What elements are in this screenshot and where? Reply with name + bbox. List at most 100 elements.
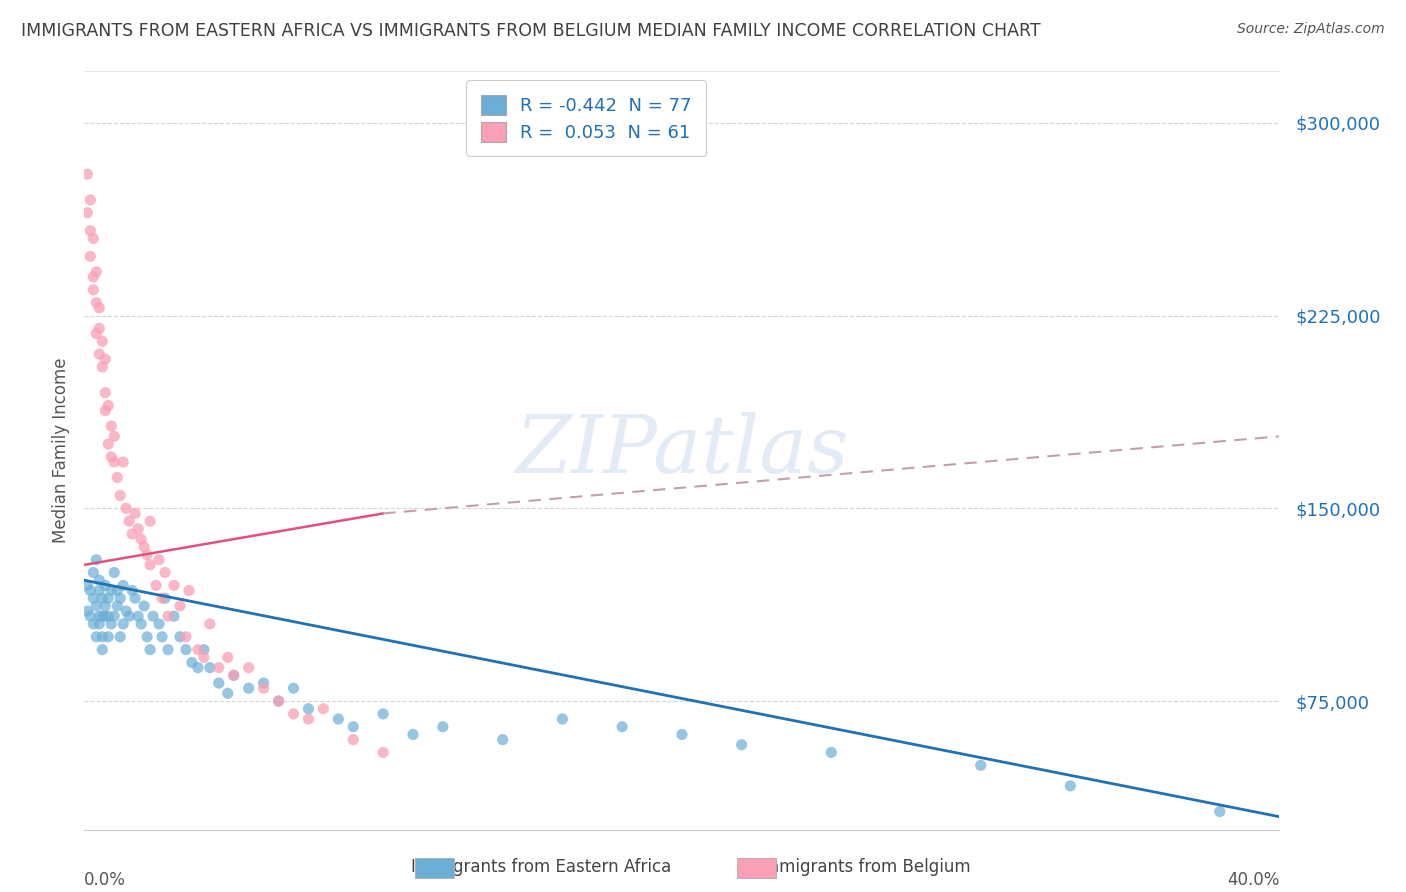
Point [169,630,191,644]
Point [193,650,215,665]
Point [76,167,98,181]
Point [100,419,122,434]
Point [373,746,395,760]
Point [91,334,114,349]
Point [89,609,111,624]
Point [136,630,159,644]
Point [198,660,221,674]
Point [1059,779,1081,793]
Point [1209,805,1232,819]
Point [97,609,120,624]
Point [253,676,276,690]
Point [94,578,117,592]
Point [79,193,101,207]
Point [312,702,335,716]
Point [82,591,104,606]
Point [76,205,98,219]
Point [217,650,239,665]
Point [118,514,141,528]
Point [97,630,120,644]
Point [94,609,117,624]
Point [112,578,135,592]
Point [97,399,120,413]
Point [86,326,108,341]
Point [82,566,104,580]
Point [132,540,156,554]
Point [127,609,149,624]
Point [91,609,114,624]
Point [174,642,197,657]
Point [91,630,114,644]
Point [100,583,122,598]
Point [139,558,162,572]
Point [671,727,693,741]
Point [94,403,117,417]
Point [86,265,108,279]
Point [91,642,114,657]
Text: 0.0%: 0.0% [84,871,127,889]
Point [139,642,162,657]
Point [110,488,132,502]
Point [177,583,200,598]
Text: IMMIGRANTS FROM EASTERN AFRICA VS IMMIGRANTS FROM BELGIUM MEDIAN FAMILY INCOME C: IMMIGRANTS FROM EASTERN AFRICA VS IMMIGR… [21,22,1040,40]
Point [342,732,364,747]
Point [86,630,108,644]
Point [103,566,125,580]
Point [129,532,152,546]
Point [731,738,754,752]
Point [86,295,108,310]
Point [94,599,117,613]
Point [492,732,515,747]
Point [267,694,290,708]
Point [132,599,156,613]
Point [297,702,319,716]
Point [103,455,125,469]
Point [91,591,114,606]
Text: Source: ZipAtlas.com: Source: ZipAtlas.com [1237,22,1385,37]
Point [198,616,221,631]
Text: Immigrants from Belgium: Immigrants from Belgium [758,858,972,876]
Point [105,599,128,613]
Point [373,706,395,721]
Point [187,660,209,674]
Point [124,591,146,606]
Point [169,599,191,613]
Point [157,609,180,624]
Text: Immigrants from Eastern Africa: Immigrants from Eastern Africa [411,858,672,876]
Point [86,552,108,566]
Point [153,591,176,606]
Point [118,609,141,624]
Point [82,616,104,631]
Point [432,720,454,734]
Point [142,609,165,624]
Text: 40.0%: 40.0% [1227,871,1279,889]
Point [222,668,245,682]
Point [82,231,104,245]
Point [79,224,101,238]
Point [79,609,101,624]
Point [150,630,173,644]
Point [112,455,135,469]
Legend: R = -0.442  N = 77, R =  0.053  N = 61: R = -0.442 N = 77, R = 0.053 N = 61 [467,80,706,156]
Point [91,359,114,374]
Point [121,583,143,598]
Y-axis label: Median Family Income: Median Family Income [52,358,70,543]
Point [148,616,170,631]
Point [115,501,138,516]
Point [82,283,104,297]
Point [105,470,128,484]
Point [110,630,132,644]
Point [208,660,231,674]
Point [79,583,101,598]
Point [402,727,425,741]
Point [124,507,146,521]
Point [86,599,108,613]
Point [267,694,290,708]
Point [110,591,132,606]
Point [82,270,104,285]
Point [97,591,120,606]
Point [283,706,305,721]
Point [97,437,120,451]
Point [222,668,245,682]
Point [103,429,125,443]
